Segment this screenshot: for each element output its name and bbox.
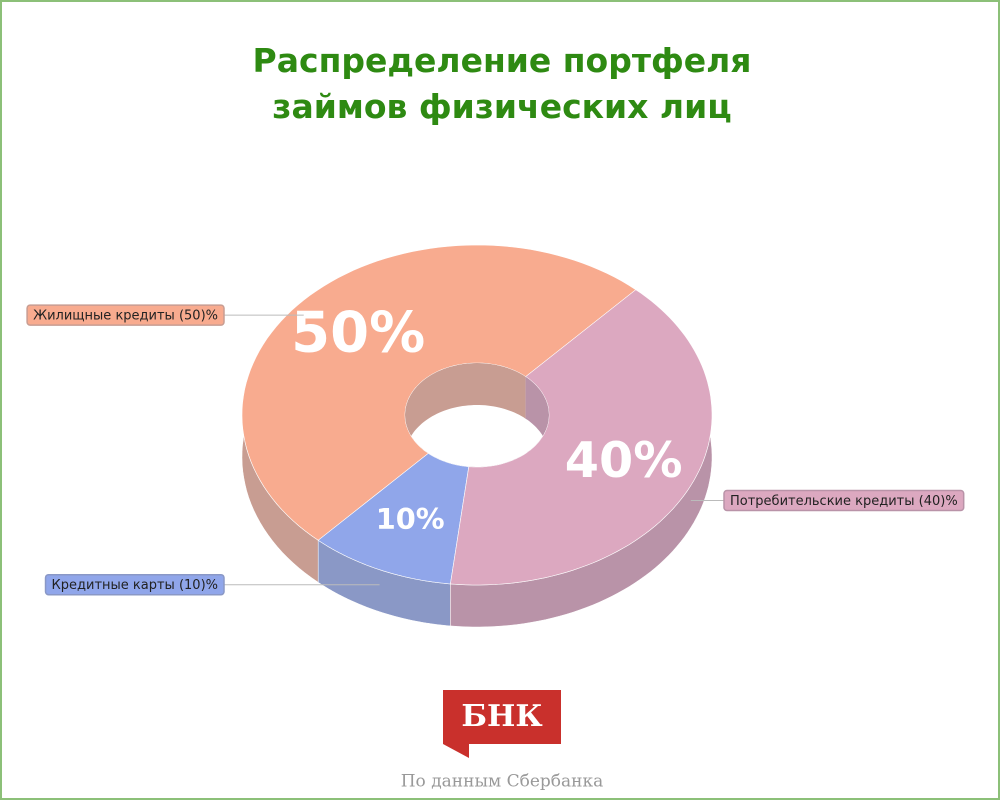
callout-label: Кредитные карты (10)% [52,578,218,593]
data-label: 50% [291,300,425,365]
callout-box [723,489,965,512]
callout-box [26,304,225,326]
logo: БНК [461,699,542,734]
data-label: 40% [565,431,683,489]
source: По данным Сбербанка [401,772,604,792]
data-label: 10% [376,502,445,536]
slice-inner-wall [405,363,526,467]
callout-label: Жилищные кредиты (50)% [33,309,218,324]
chart-title: Распределение портфеля займов физических… [252,41,752,126]
callout-label: Потребительские кредиты (40)% [730,494,958,509]
slice-inner-wall [468,376,549,467]
inner-walls [405,363,549,467]
logo-box [443,690,561,758]
labels: 50% Жилищные кредиты (50)% 10% Кредитные ка… [26,300,965,596]
tops [241,244,713,586]
callout-box [44,573,225,596]
